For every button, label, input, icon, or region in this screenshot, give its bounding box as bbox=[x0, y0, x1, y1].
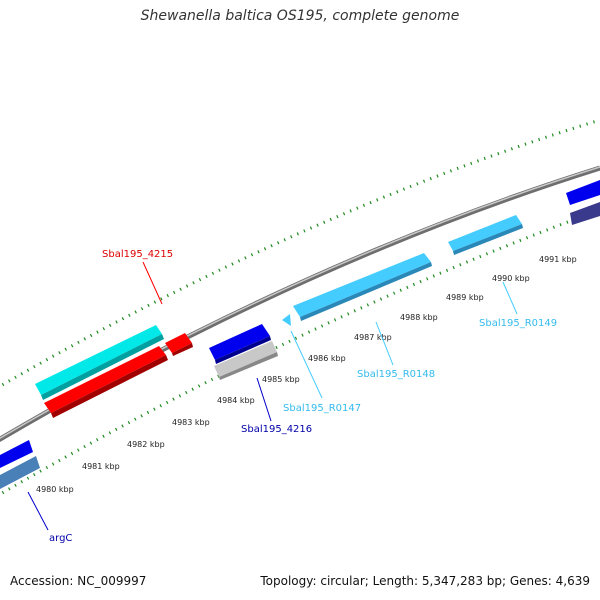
gene-cyan-forward[interactable] bbox=[35, 325, 164, 400]
gene-argc[interactable] bbox=[0, 456, 40, 489]
label-argc[interactable]: argC bbox=[49, 533, 72, 544]
inner-tick-ring bbox=[0, 208, 600, 496]
gene-sbal195-r0149[interactable] bbox=[448, 215, 523, 255]
gene-navy-top-right[interactable] bbox=[570, 202, 600, 225]
gene-blue-forward[interactable] bbox=[209, 324, 271, 364]
gene-sbal195-r0148[interactable] bbox=[293, 253, 432, 321]
outer-tick-ring bbox=[0, 118, 600, 388]
gene-red-small[interactable] bbox=[165, 333, 193, 356]
leader-sbal195-r0149 bbox=[502, 281, 518, 315]
kbp-label: 4984 kbp bbox=[217, 396, 255, 405]
label-sbal195-r0147[interactable]: Sbal195_R0147 bbox=[283, 403, 361, 414]
label-sbal195-4216[interactable]: Sbal195_4216 bbox=[241, 424, 312, 435]
label-sbal195-r0149[interactable]: Sbal195_R0149 bbox=[479, 318, 557, 329]
kbp-label: 4983 kbp bbox=[172, 418, 210, 427]
leader-sbal195-4215 bbox=[142, 261, 163, 305]
gene-sbal195-4216[interactable] bbox=[214, 341, 278, 380]
leader-argc bbox=[27, 491, 49, 531]
gene-blue-top-right[interactable] bbox=[566, 180, 600, 205]
gene-sbal195-4215[interactable] bbox=[44, 346, 168, 418]
map-title: Shewanella baltica OS195, complete genom… bbox=[140, 8, 460, 24]
kbp-label: 4987 kbp bbox=[354, 333, 392, 342]
leader-sbal195-4216 bbox=[256, 377, 272, 422]
kbp-label: 4980 kbp bbox=[36, 485, 74, 494]
gene-blue-left[interactable] bbox=[0, 440, 33, 468]
label-sbal195-4215[interactable]: Sbal195_4215 bbox=[102, 249, 173, 260]
kbp-label: 4989 kbp bbox=[446, 293, 484, 302]
accession-label: Accession: NC_009997 bbox=[10, 574, 147, 588]
gene-sbal195-r0147[interactable] bbox=[282, 314, 291, 326]
kbp-label: 4990 kbp bbox=[492, 274, 530, 283]
genome-stats: Topology: circular; Length: 5,347,283 bp… bbox=[260, 574, 590, 588]
kbp-label: 4981 kbp bbox=[82, 462, 120, 471]
leader-sbal195-r0147 bbox=[290, 330, 323, 399]
kbp-label: 4991 kbp bbox=[539, 255, 577, 264]
kbp-label: 4985 kbp bbox=[262, 375, 300, 384]
kbp-label: 4986 kbp bbox=[308, 354, 346, 363]
kbp-label: 4982 kbp bbox=[127, 440, 165, 449]
leader-sbal195-r0148 bbox=[375, 321, 394, 366]
kbp-label: 4988 kbp bbox=[400, 313, 438, 322]
label-sbal195-r0148[interactable]: Sbal195_R0148 bbox=[357, 369, 435, 380]
